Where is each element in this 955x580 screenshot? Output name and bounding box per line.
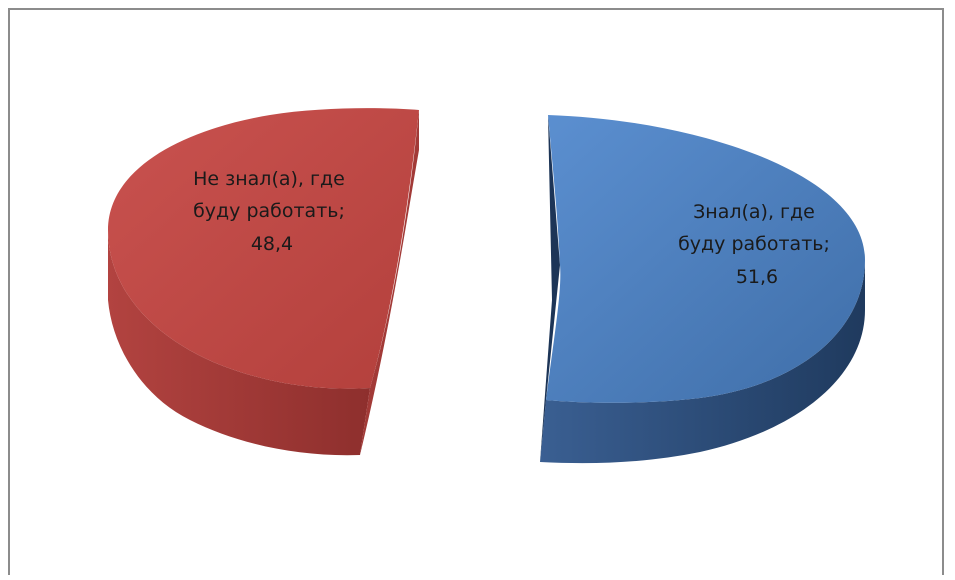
data-label-not-knew-value: 48,4 [251,233,293,255]
pie-slice-knew-top [546,115,865,403]
data-label-knew-line2: буду работать; [678,233,830,255]
pie-slice-not-knew-top [108,108,419,389]
data-label-knew-line1: Знал(а), где [693,201,815,223]
pie-slice-knew [540,115,865,464]
data-label-not-knew-line2: буду работать; [193,200,345,222]
pie-slice-not-knew [108,108,419,456]
data-label-knew-value: 51,6 [736,266,778,288]
data-label-knew: Знал(а), где буду работать; 51,6 [678,201,836,288]
data-label-not-knew: Не знал(а), где буду работать; 48,4 [193,168,351,255]
data-label-not-knew-line1: Не знал(а), где [193,168,345,190]
pie-slice-knew-cut-face [540,115,560,462]
pie-slice-not-knew-side [108,230,370,456]
pie-slice-knew-side [540,260,865,464]
pie-slice-not-knew-cut-face [360,110,419,455]
